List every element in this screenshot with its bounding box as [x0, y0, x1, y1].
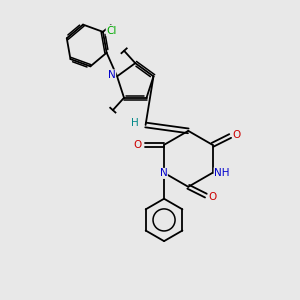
- Text: O: O: [208, 192, 217, 202]
- Text: N: N: [108, 70, 116, 80]
- Text: O: O: [134, 140, 142, 150]
- Text: H: H: [131, 118, 139, 128]
- Text: NH: NH: [214, 168, 230, 178]
- Text: Cl: Cl: [106, 26, 117, 35]
- Text: N: N: [160, 168, 167, 178]
- Text: O: O: [232, 130, 241, 140]
